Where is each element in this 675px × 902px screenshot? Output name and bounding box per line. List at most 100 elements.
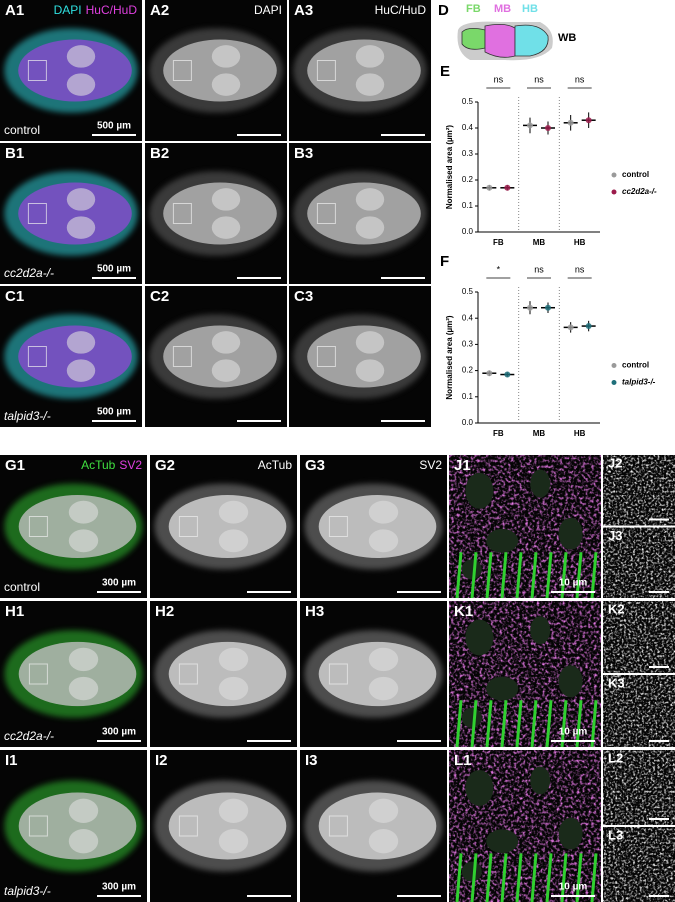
brain-lobe [218, 676, 249, 701]
brain [163, 39, 277, 102]
axon [485, 552, 493, 599]
axon [545, 552, 553, 599]
mean-dot [504, 184, 511, 191]
cell-body [461, 861, 482, 882]
brain-eye [27, 203, 47, 224]
brain-lobe [368, 829, 399, 854]
channel-labels: DAPI HuC/HuD [54, 3, 138, 17]
image-panel: A3 HuC/HuD [289, 0, 431, 141]
image-panel: H2 [150, 601, 297, 747]
brain-lobe [66, 73, 96, 96]
condition-label: cc2d2a-/- [4, 729, 54, 743]
legend-label: cc2d2a-/- [622, 187, 657, 196]
brain-eye [316, 60, 336, 81]
axon [590, 552, 598, 599]
axon [590, 853, 598, 902]
brain-eye [328, 815, 348, 837]
cell-body [530, 766, 551, 795]
image-panel: A1 DAPI HuC/HuD control 500 µm [0, 0, 142, 141]
panel-label: H2 [155, 603, 174, 620]
brain [307, 325, 421, 388]
image-panel: I2 [150, 750, 297, 902]
image-texture [603, 750, 675, 825]
brain [18, 182, 132, 245]
panel-label: K1 [454, 603, 473, 620]
panel-label: G1 [5, 457, 25, 474]
image-panel: K2 [603, 601, 675, 673]
image-texture [603, 527, 675, 598]
brain-lobe [218, 829, 249, 854]
significance: * [497, 264, 501, 274]
channel-labels: DAPI [254, 3, 282, 17]
cell-body [465, 770, 494, 806]
brain-lobe [355, 359, 385, 382]
brain-lobe [68, 829, 99, 854]
image-texture [603, 455, 675, 526]
condition-label: cc2d2a-/- [4, 266, 54, 280]
x-tick-label: MB [533, 238, 546, 247]
brain [18, 792, 137, 860]
brain-lobe [68, 500, 99, 524]
brain-lobe [218, 500, 249, 524]
panel-label: L3 [608, 827, 623, 842]
channel-labels: AcTub SV2 [81, 458, 142, 472]
region-label: FB [466, 3, 481, 15]
channel-labels: SV2 [419, 458, 442, 472]
legend-label: control [622, 170, 649, 179]
brain-lobe [355, 216, 385, 239]
brain [163, 325, 277, 388]
brain-lobe [218, 529, 249, 553]
significance: ns [494, 74, 504, 84]
condition-label: talpid3-/- [4, 409, 51, 423]
brain-lobe [68, 529, 99, 553]
image-panel: J1 10 µm [449, 455, 601, 599]
scale-label: 10 µm [559, 727, 588, 738]
image-panel: L3 [603, 827, 675, 902]
axon [560, 700, 568, 748]
mean-dot [486, 184, 493, 191]
panel-label: C2 [150, 288, 169, 305]
axon [515, 552, 523, 599]
panel-label: I2 [155, 752, 168, 769]
brain [18, 495, 137, 558]
brain [168, 792, 287, 860]
channel-labels: AcTub [258, 458, 293, 472]
panel-label: K3 [608, 675, 625, 690]
y-tick-label: 0.4 [462, 123, 474, 132]
axon [575, 552, 583, 599]
axon [500, 552, 508, 599]
cell-body [461, 707, 482, 728]
condition-label: talpid3-/- [4, 884, 51, 898]
cell-body [486, 676, 519, 701]
channel-label: DAPI [254, 3, 282, 17]
channel-label: HuC/HuD [86, 3, 138, 17]
axon [530, 552, 538, 599]
brain-lobe [68, 647, 99, 672]
image-panel: J3 [603, 527, 675, 598]
region-label: HB [522, 3, 538, 15]
brain [318, 792, 437, 860]
scale-label: 10 µm [559, 578, 588, 589]
axon [560, 853, 568, 902]
chart: E Normalised area (µm²) 0.0 0.1 0.2 0.3 0.4 0.5… [440, 63, 657, 247]
axon [500, 700, 508, 748]
brain [307, 182, 421, 245]
scale-label: 300 µm [102, 578, 136, 589]
axon [515, 700, 523, 748]
scale-label: 500 µm [97, 407, 131, 418]
channel-label: AcTub [81, 458, 116, 472]
significance: ns [575, 74, 585, 84]
brain-lobe [368, 676, 399, 701]
brain-lobe [218, 798, 249, 823]
brain-lobe [211, 216, 241, 239]
image-panel: K3 [603, 675, 675, 747]
axon [500, 853, 508, 902]
brain [318, 641, 437, 707]
axon [455, 552, 463, 599]
panel-label: I3 [305, 752, 318, 769]
panel-label: B2 [150, 145, 169, 162]
axon [560, 552, 568, 599]
image-panel: K1 10 µm [449, 601, 601, 748]
image-panel: A2 DAPI [145, 0, 287, 141]
